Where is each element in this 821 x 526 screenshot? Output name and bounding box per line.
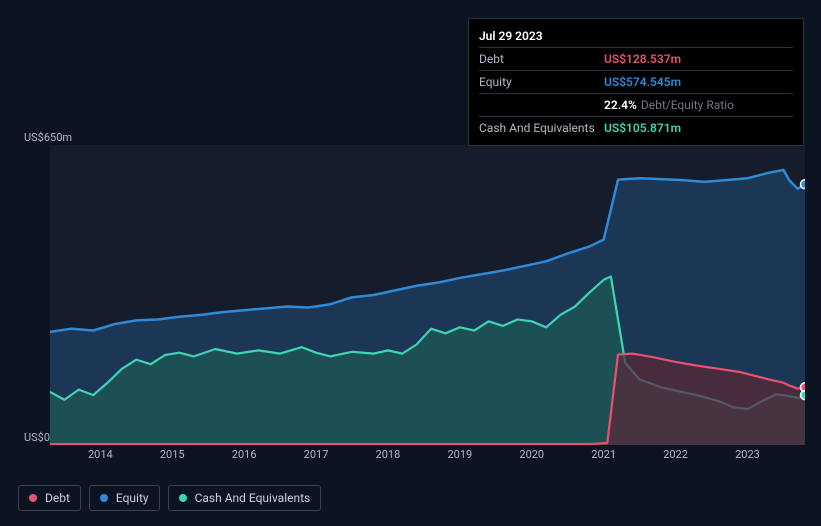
x-axis-tick: 2020 (519, 448, 544, 461)
y-axis-label: US$0 (24, 431, 50, 444)
legend-label: Debt (45, 491, 70, 505)
tooltip-row: 22.4%Debt/Equity Ratio (479, 94, 793, 117)
debt-equity-chart: US$650m US$0 2014 2015 2016 2017 2018 2019 2020… (18, 120, 808, 510)
tooltip-value: US$128.537m (604, 52, 681, 66)
y-axis-label: US$650m (24, 131, 72, 144)
chart-tooltip: Jul 29 2023 DebtUS$128.537mEquityUS$574.… (468, 18, 804, 146)
legend-dot (100, 494, 108, 502)
series-end-marker (801, 391, 806, 400)
tooltip-value: US$105.871m (604, 121, 681, 135)
x-axis-tick: 2014 (88, 448, 113, 461)
x-axis-tick: 2021 (591, 448, 616, 461)
x-axis-tick: 2022 (663, 448, 688, 461)
tooltip-row: EquityUS$574.545m (479, 71, 793, 94)
tooltip-date: Jul 29 2023 (479, 25, 793, 48)
tooltip-label: Equity (479, 75, 604, 89)
legend-item-cash-and-equivalents[interactable]: Cash And Equivalents (168, 485, 322, 511)
x-axis-tick: 2015 (160, 448, 185, 461)
legend-dot (179, 494, 187, 502)
tooltip-row: DebtUS$128.537m (479, 48, 793, 71)
legend-item-equity[interactable]: Equity (89, 485, 160, 511)
tooltip-row: Cash And EquivalentsUS$105.871m (479, 117, 793, 139)
chart-legend: Debt Equity Cash And Equivalents (18, 485, 321, 511)
chart-plot-area[interactable] (50, 145, 805, 445)
legend-item-debt[interactable]: Debt (18, 485, 81, 511)
x-axis-tick: 2018 (376, 448, 401, 461)
x-axis-tick: 2023 (735, 448, 760, 461)
series-end-marker (801, 180, 806, 189)
legend-dot (29, 494, 37, 502)
tooltip-label: Debt (479, 52, 604, 66)
legend-label: Cash And Equivalents (195, 491, 311, 505)
tooltip-label: Cash And Equivalents (479, 121, 604, 135)
x-axis-tick: 2017 (304, 448, 329, 461)
tooltip-value: US$574.545m (604, 75, 681, 89)
x-axis-tick: 2016 (232, 448, 257, 461)
legend-label: Equity (116, 491, 149, 505)
tooltip-label (479, 98, 604, 112)
x-axis: 2014 2015 2016 2017 2018 2019 2020 2021 2022 2023 (50, 448, 805, 468)
x-axis-tick: 2019 (447, 448, 472, 461)
tooltip-suffix: Debt/Equity Ratio (641, 98, 734, 112)
tooltip-value: 22.4%Debt/Equity Ratio (604, 98, 734, 112)
